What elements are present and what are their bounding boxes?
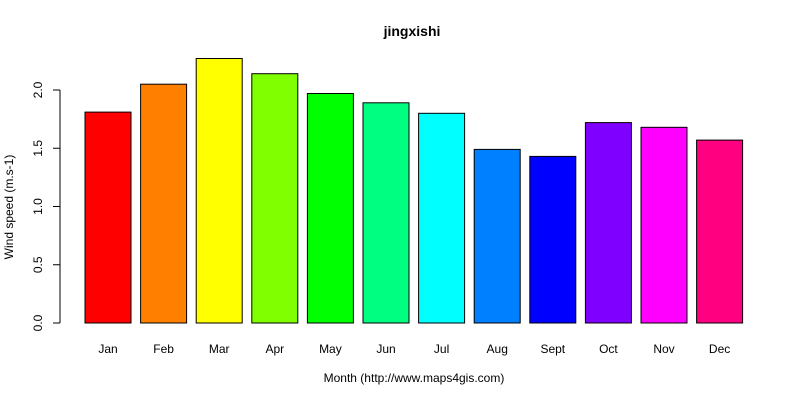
x-tick-label: Jan: [98, 342, 117, 356]
x-tick-label: Oct: [599, 342, 618, 356]
y-tick-label: 2.0: [31, 81, 45, 98]
x-tick-label: May: [319, 342, 342, 356]
bars-group: [84, 58, 744, 324]
y-axis: 0.0 0.5 1.0 1.5 2.0: [31, 81, 61, 331]
bar-feb: [140, 83, 188, 324]
bar-sept: [529, 155, 577, 324]
bar-jan: [84, 111, 132, 324]
x-tick-label: Dec: [709, 342, 730, 356]
bar-dec: [696, 139, 744, 324]
x-tick-label: Apr: [265, 342, 284, 356]
bar-may: [306, 93, 354, 324]
bar-oct: [584, 122, 632, 324]
y-tick-label: 0.0: [31, 314, 45, 331]
y-axis-title: Wind speed (m.s-1): [2, 155, 16, 260]
x-tick-label: Feb: [153, 342, 174, 356]
bar-jun: [362, 102, 410, 324]
x-axis-title: Month (http://www.maps4gis.com): [324, 371, 505, 385]
x-tick-label: Jun: [376, 342, 395, 356]
bar-mar: [195, 58, 243, 324]
x-tick-labels: Jan Feb Mar Apr May Jun Jul Aug Sept Oct Nov Dec: [98, 342, 730, 356]
bar-nov: [640, 126, 688, 324]
x-tick-label: Mar: [209, 342, 230, 356]
bar-aug: [473, 148, 521, 324]
chart-title: jingxishi: [383, 23, 441, 39]
x-tick-label: Sept: [540, 342, 565, 356]
y-tick-label: 0.5: [31, 256, 45, 273]
x-tick-label: Aug: [487, 342, 508, 356]
x-tick-label: Jul: [434, 342, 449, 356]
bar-apr: [251, 73, 299, 324]
y-tick-label: 1.0: [31, 198, 45, 215]
x-tick-label: Nov: [653, 342, 674, 356]
bar-jul: [418, 112, 466, 324]
y-tick-label: 1.5: [31, 140, 45, 157]
